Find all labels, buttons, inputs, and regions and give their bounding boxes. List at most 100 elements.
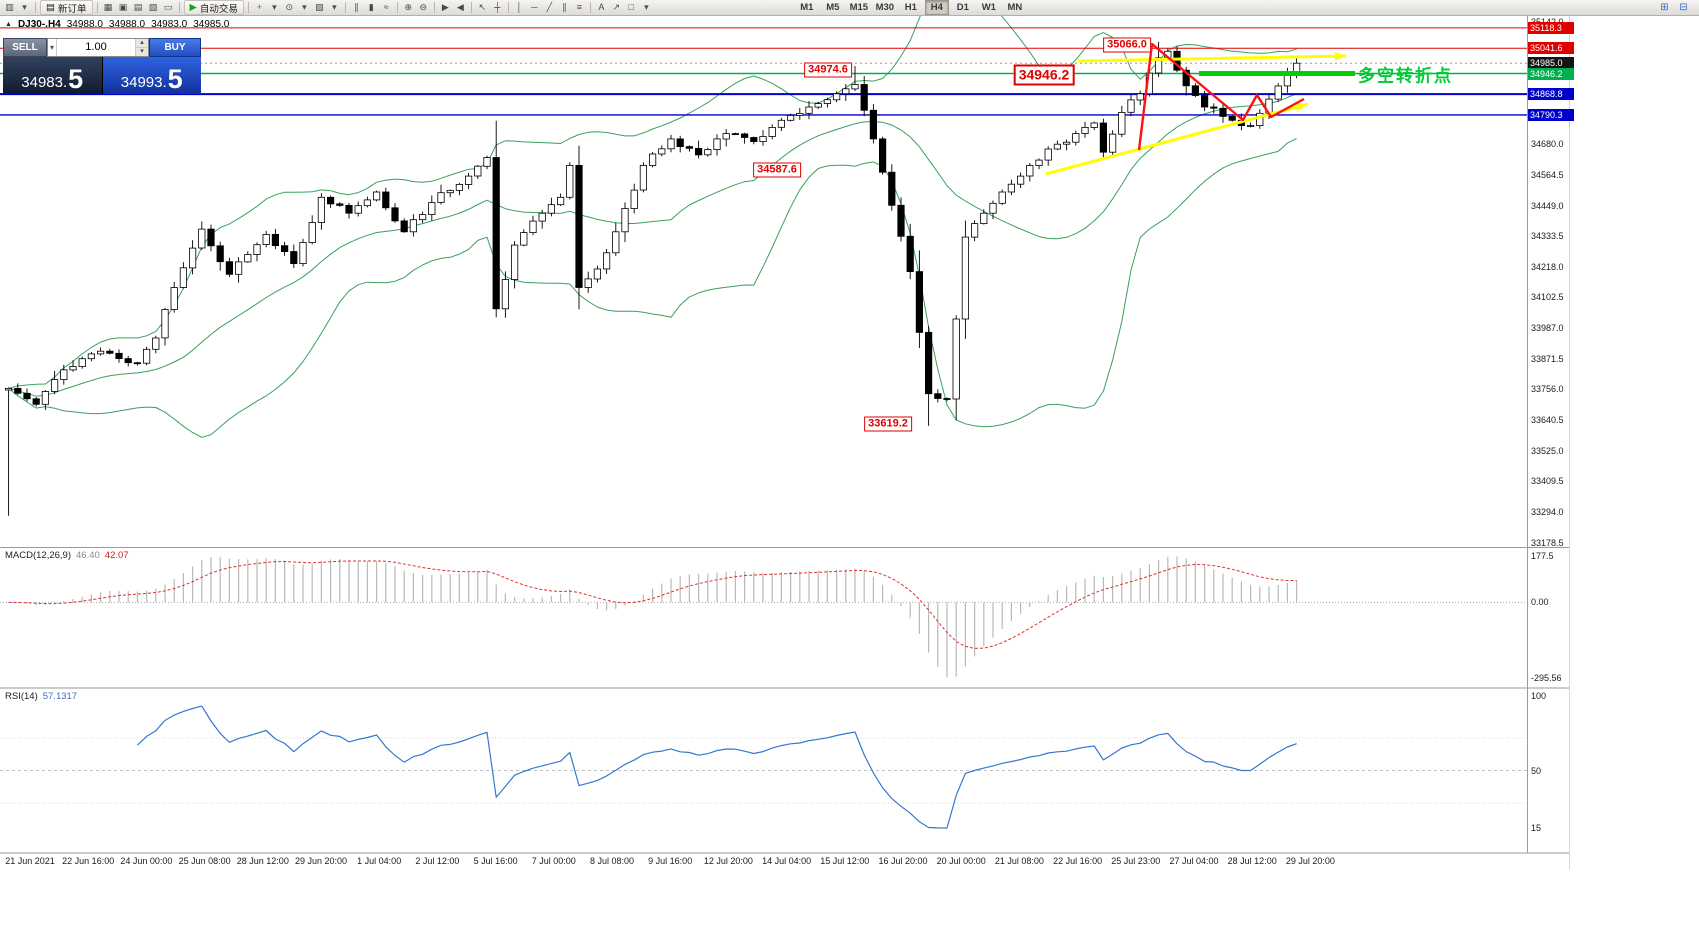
buy-price-pip: 5 — [167, 64, 183, 94]
price-callout-33619.2[interactable]: 33619.2 — [864, 416, 912, 432]
collapse-panel-icon[interactable]: ⊟ — [1679, 1, 1688, 13]
price-axis-label: 33409.5 — [1531, 476, 1564, 487]
price-axis-label: 34680.0 — [1531, 139, 1564, 150]
periods-icon[interactable]: ⊙ — [285, 1, 294, 12]
price-callout-34587.6[interactable]: 34587.6 — [753, 162, 801, 178]
auto-trading-button-label: 自动交易 — [199, 3, 238, 15]
vertical-line-icon[interactable]: │ — [516, 1, 523, 12]
bar-chart-type-icon[interactable]: ∥ — [354, 1, 359, 12]
macd-signal-line — [8, 560, 1297, 649]
time-axis-label: 5 Jul 16:00 — [473, 856, 518, 866]
timeframe-toolbar: M1 M5 M15 M30 H1 H4 D1 W1 MN — [794, 0, 1028, 15]
new-order-button[interactable]: ▤ 新订单 — [40, 0, 93, 15]
chart-shift-icon[interactable]: ◀ — [456, 1, 464, 12]
turning-point-label[interactable]: 多空转折点 — [1358, 66, 1453, 86]
volume-up-icon[interactable]: ▴ — [136, 39, 148, 48]
terminal-panel-icon[interactable]: ▭ — [163, 1, 173, 12]
cursor-icon[interactable]: ↖ — [478, 1, 487, 12]
templates-caret-icon[interactable]: ▾ — [332, 1, 337, 12]
price-axis-label: 33871.5 — [1531, 353, 1564, 364]
arrow-tool-icon[interactable]: ↗ — [612, 1, 621, 12]
new-chart-caret-icon[interactable]: ▾ — [22, 1, 27, 12]
toolbar-separator — [507, 2, 509, 13]
channel-icon[interactable]: ∥ — [562, 1, 567, 12]
auto-trading-button[interactable]: ▶ 自动交易 — [183, 0, 244, 15]
rsi-axis-15: 15 — [1531, 822, 1542, 833]
text-tool-icon[interactable]: A — [598, 1, 605, 12]
time-axis-label: 29 Jul 20:00 — [1285, 856, 1335, 866]
price-badge-34868.8: 34868.8 — [1528, 88, 1574, 101]
templates-icon[interactable]: ▨ — [315, 1, 324, 12]
horizontal-line-icon[interactable]: ─ — [531, 1, 538, 12]
timeframe-m5[interactable]: M5 — [826, 2, 840, 13]
volume-down-icon[interactable]: ▾ — [136, 48, 148, 56]
time-axis-label: 22 Jun 16:00 — [62, 856, 115, 866]
timeframe-h4[interactable]: H4 — [924, 0, 949, 15]
shapes-caret-icon[interactable]: ▾ — [644, 1, 649, 12]
zoom-in-icon[interactable]: ⊕ — [404, 1, 413, 12]
market-watch-icon[interactable]: ▣ — [118, 1, 128, 12]
symbol-period-label: DJ30-.H4 — [17, 19, 61, 30]
price-badge-34985.0: 34985.0 — [1528, 57, 1574, 70]
time-axis-label: 8 Jul 08:00 — [589, 856, 635, 866]
toolbar: ▥ ▾ ▤ 新订单 ▦ ▣ ▤ ▧ ▭ ▶ 自动交易 + ▾ ⊙ ▾ ▨ ▾ ∥ ▮ ≈ ⊕ ⊖ ▶ ◀ ↖ ┼ │ ─ ╱ ∥ ≡ A ↗ □ ▾… — [0, 0, 1699, 16]
time-axis-label: 14 Jul 04:00 — [762, 856, 812, 866]
timeframe-m1[interactable]: M1 — [800, 2, 814, 13]
price-callout-35066.0[interactable]: 35066.0 — [1103, 37, 1151, 53]
new-chart-icon[interactable]: ▥ — [5, 1, 14, 12]
timeframe-h1[interactable]: H1 — [904, 2, 917, 13]
time-axis-label: 22 Jul 16:00 — [1053, 856, 1103, 866]
one-click-trading-panel: SELL ▾ 1.00 ▴ ▾ BUY 34983. 5 34993. 5 — [3, 38, 201, 94]
periods-caret-icon[interactable]: ▾ — [302, 1, 307, 12]
toolbar-separator — [35, 2, 36, 13]
red-zigzag-annotation[interactable] — [1137, 42, 1305, 151]
volume-caret-icon[interactable]: ▾ — [48, 39, 58, 56]
chart-profiles-icon[interactable]: ▦ — [103, 1, 113, 12]
fibonacci-icon[interactable]: ≡ — [576, 1, 582, 12]
sell-price[interactable]: 34983. 5 — [3, 57, 103, 94]
timeframe-d1[interactable]: D1 — [956, 2, 969, 13]
price-axis-label: 33987.0 — [1531, 323, 1564, 334]
candles — [5, 41, 1301, 516]
crosshair-icon[interactable]: ┼ — [494, 1, 501, 12]
volume-value[interactable]: 1.00 — [85, 41, 107, 53]
sell-price-main: 34983. — [21, 74, 68, 91]
price-axis-label: 33294.0 — [1531, 507, 1564, 518]
timeframe-w1[interactable]: W1 — [981, 2, 996, 13]
macd-title: MACD(12,26,9) — [5, 550, 71, 561]
indicator-caret-icon[interactable]: ▾ — [272, 1, 277, 12]
navigator-icon[interactable]: ▧ — [148, 1, 158, 12]
maximize-panel-icon[interactable]: ⊞ — [1660, 1, 1669, 13]
price-callout-34974.6[interactable]: 34974.6 — [804, 62, 852, 78]
price-axis-label: 33640.5 — [1531, 415, 1564, 426]
volume-field[interactable]: ▾ 1.00 ▴ ▾ — [47, 38, 149, 57]
timeframe-mn[interactable]: MN — [1007, 2, 1023, 13]
sell-button[interactable]: SELL — [3, 38, 47, 57]
buy-button[interactable]: BUY — [149, 38, 201, 57]
buy-price[interactable]: 34993. 5 — [102, 57, 201, 94]
zoom-out-icon[interactable]: ⊖ — [419, 1, 428, 12]
timeframe-m15[interactable]: M15 — [849, 2, 869, 13]
macd-axis-zero: 0.00 — [1531, 597, 1549, 608]
time-axis-label: 28 Jul 12:00 — [1227, 856, 1277, 866]
rsi-label: RSI(14) 57.1317 — [5, 691, 77, 702]
ohlc-open: 34988.0 — [66, 19, 103, 30]
chart-canvas[interactable] — [0, 0, 1571, 871]
price-callout-34946.2[interactable]: 34946.2 — [1013, 64, 1075, 86]
add-indicator-icon[interactable]: + — [256, 1, 262, 12]
price-axis-label: 34218.0 — [1531, 261, 1564, 272]
volume-spinner[interactable]: ▴ ▾ — [135, 39, 148, 56]
shapes-tool-icon[interactable]: □ — [628, 1, 635, 12]
yellow-trend-arrow-1[interactable] — [1077, 51, 1347, 63]
time-axis-label: 9 Jul 16:00 — [648, 856, 693, 866]
new-order-icon: ▤ — [46, 2, 55, 13]
line-chart-type-icon[interactable]: ≈ — [383, 1, 389, 12]
yellow-trend-arrow-2[interactable] — [1045, 102, 1309, 176]
auto-scroll-icon[interactable]: ▶ — [441, 1, 449, 12]
trendline-icon[interactable]: ╱ — [546, 1, 553, 12]
toolbar-separator — [589, 2, 591, 13]
timeframe-m30[interactable]: M30 — [875, 2, 895, 13]
data-window-icon[interactable]: ▤ — [133, 1, 143, 12]
candlestick-type-icon[interactable]: ▮ — [368, 1, 374, 12]
